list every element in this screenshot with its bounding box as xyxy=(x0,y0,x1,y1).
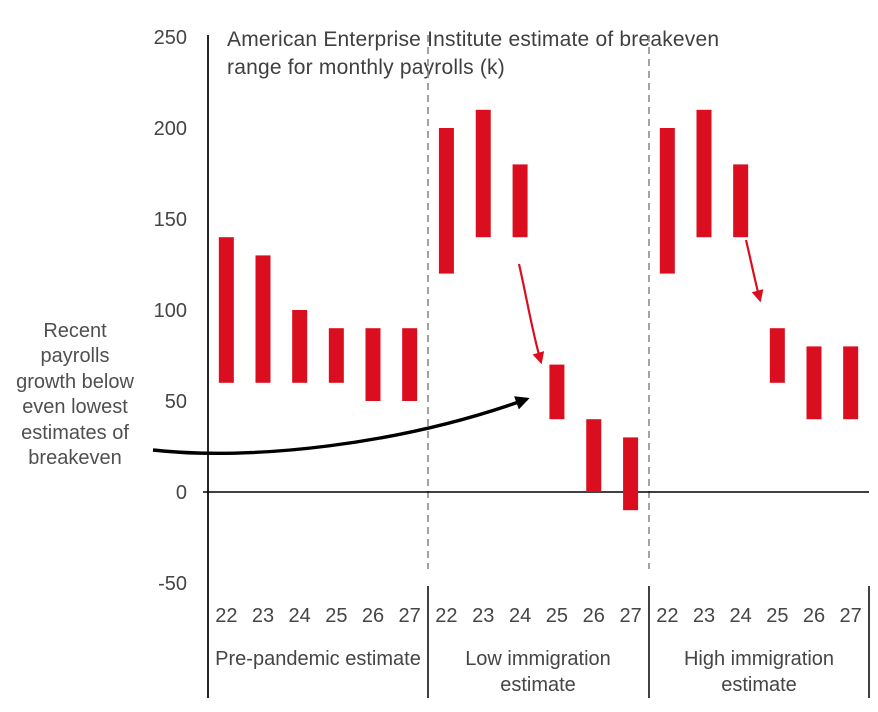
x-tick-label-group1-22: 22 xyxy=(215,605,237,627)
x-tick-label-group3-24: 24 xyxy=(730,605,752,627)
x-tick-label-group3-23: 23 xyxy=(693,605,715,627)
range-bar-group3-24 xyxy=(733,164,749,238)
x-tick-label-group1-27: 27 xyxy=(399,605,421,627)
x-tick-label-group3-22: 22 xyxy=(656,605,678,627)
range-bar-group2-22 xyxy=(438,128,454,274)
range-bar-group2-24 xyxy=(512,164,528,238)
y-tick-label-100: 100 xyxy=(154,300,187,322)
x-tick-label-group3-26: 26 xyxy=(803,605,825,627)
x-tick-label-group2-27: 27 xyxy=(619,605,641,627)
range-bar-group2-27 xyxy=(623,437,639,511)
x-tick-label-group2-25: 25 xyxy=(546,605,568,627)
y-tick-label-50: 50 xyxy=(165,391,187,413)
chart-title: American Enterprise Institute estimate o… xyxy=(227,28,720,79)
x-tick-label-group2-22: 22 xyxy=(435,605,457,627)
x-tick-label-group1-26: 26 xyxy=(362,605,384,627)
x-tick-label-group2-24: 24 xyxy=(509,605,531,627)
range-bar-group1-23 xyxy=(255,255,271,383)
x-tick-label-group2-26: 26 xyxy=(583,605,605,627)
x-tick-label-group1-24: 24 xyxy=(289,605,311,627)
group-label-high-immigration: High immigration estimate xyxy=(683,648,835,696)
y-tick-label-0: 0 xyxy=(176,482,187,504)
range-bar-group1-25 xyxy=(328,328,344,383)
x-tick-label-group3-27: 27 xyxy=(840,605,862,627)
range-bar-group3-27 xyxy=(843,346,859,420)
low-immigration-drop-arrow xyxy=(517,263,545,365)
range-bar-group3-22 xyxy=(659,128,675,274)
range-bar-group2-25 xyxy=(549,364,565,420)
group-label-pre-pandemic: Pre-pandemic estimate xyxy=(215,648,421,670)
y-tick-label--50: -50 xyxy=(158,573,187,595)
group-label-low-immigration: Low immigration estimate xyxy=(465,648,611,696)
range-bar-group1-27 xyxy=(402,328,418,401)
range-bar-group2-23 xyxy=(475,109,491,238)
range-bar-group3-25 xyxy=(769,328,785,383)
annotation-recent-payrolls: Recent payrolls growth below even lowest… xyxy=(16,320,134,470)
x-tick-label-group1-23: 23 xyxy=(252,605,274,627)
annotation-arrow xyxy=(152,396,530,456)
range-bar-group3-26 xyxy=(806,346,822,420)
x-tick-label-group2-23: 23 xyxy=(472,605,494,627)
y-tick-label-200: 200 xyxy=(154,118,187,140)
range-bar-group1-22 xyxy=(218,237,234,383)
range-bar-group2-26 xyxy=(586,419,602,492)
range-bar-group3-23 xyxy=(696,109,712,238)
range-bar-group1-24 xyxy=(292,310,308,383)
y-tick-label-250: 250 xyxy=(154,27,187,49)
high-immigration-drop-arrow xyxy=(744,239,764,303)
x-tick-label-group3-25: 25 xyxy=(766,605,788,627)
x-tick-label-group1-25: 25 xyxy=(325,605,347,627)
y-tick-label-150: 150 xyxy=(154,209,187,231)
range-bar-group1-26 xyxy=(365,328,381,401)
